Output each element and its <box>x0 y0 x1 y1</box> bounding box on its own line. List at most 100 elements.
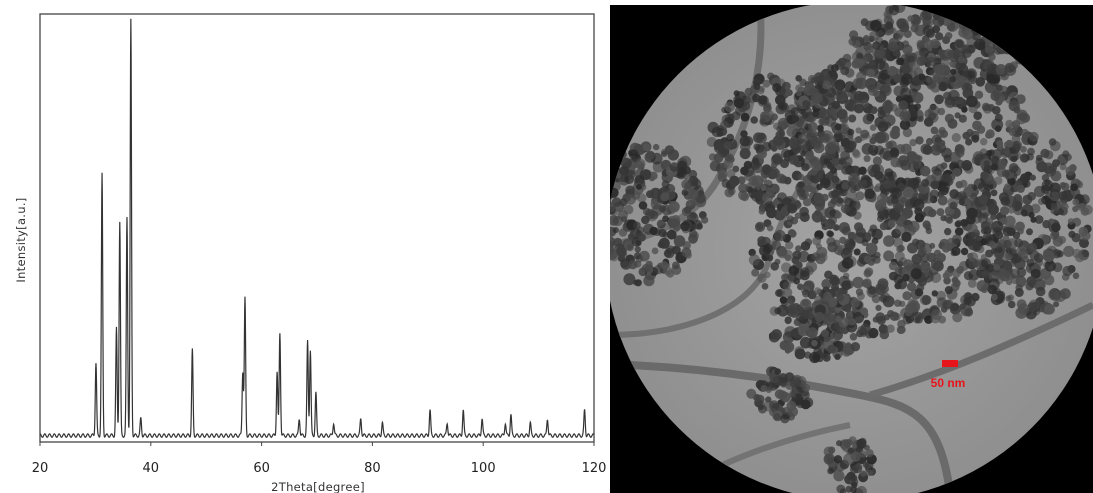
nanoparticle <box>865 449 874 458</box>
nanoparticle <box>1026 276 1037 287</box>
nanoparticle <box>972 259 981 268</box>
nanoparticle <box>1000 206 1010 216</box>
nanoparticle <box>996 140 1004 147</box>
nanoparticle <box>796 90 802 97</box>
nanoparticle <box>827 344 836 354</box>
nanoparticle <box>936 208 945 217</box>
nanoparticle <box>786 400 797 411</box>
nanoparticle <box>1017 303 1030 315</box>
nanoparticle <box>934 94 944 105</box>
nanoparticle <box>784 88 793 97</box>
nanoparticle <box>761 283 769 290</box>
nanoparticle <box>972 151 985 163</box>
nanoparticle <box>804 184 813 193</box>
nanoparticle <box>918 73 926 81</box>
nanoparticle <box>816 173 824 181</box>
nanoparticle <box>980 238 988 246</box>
nanoparticle <box>883 121 892 129</box>
xrd-chart: 20 40 60 80 100 120 Intensity[a.u.] 2Theta[de… <box>14 13 606 493</box>
nanoparticle <box>880 292 891 303</box>
nanoparticle <box>831 157 840 166</box>
nanoparticle <box>857 326 865 334</box>
nanoparticle <box>847 128 855 136</box>
nanoparticle <box>838 275 850 288</box>
nanoparticle <box>787 303 800 315</box>
nanoparticle <box>785 241 794 250</box>
nanoparticle <box>910 268 922 280</box>
nanoparticle <box>951 133 961 143</box>
nanoparticle <box>949 303 961 315</box>
nanoparticle <box>800 298 812 311</box>
nanoparticle <box>980 138 988 146</box>
nanoparticle <box>921 178 930 187</box>
nanoparticle <box>966 95 978 108</box>
nanoparticle <box>724 154 732 162</box>
nanoparticle <box>850 298 860 308</box>
nanoparticle <box>623 204 634 215</box>
nanoparticle <box>925 137 934 146</box>
nanoparticle <box>740 130 748 138</box>
nanoparticle <box>902 274 910 282</box>
nanoparticle <box>860 470 867 477</box>
nanoparticle <box>1005 295 1012 302</box>
nanoparticle <box>1008 247 1018 256</box>
nanoparticle <box>807 327 818 339</box>
nanoparticle <box>841 90 850 99</box>
nanoparticle <box>769 400 780 411</box>
nanoparticle <box>894 203 904 214</box>
nanoparticle <box>746 388 757 399</box>
nanoparticle <box>754 221 766 232</box>
nanoparticle <box>879 222 888 231</box>
nanoparticle <box>851 148 860 157</box>
nanoparticle <box>1028 131 1039 142</box>
nanoparticle <box>688 189 699 200</box>
nanoparticle <box>896 245 904 253</box>
nanoparticle <box>883 314 890 321</box>
nanoparticle <box>801 144 808 151</box>
nanoparticle <box>967 279 977 288</box>
nanoparticle <box>797 173 805 181</box>
nanoparticle <box>875 284 887 296</box>
nanoparticle <box>998 85 1009 97</box>
nanoparticle <box>899 119 911 130</box>
nanoparticle <box>833 470 845 482</box>
nanoparticle <box>849 333 858 341</box>
nanoparticle <box>924 315 933 324</box>
nanoparticle <box>1060 202 1069 211</box>
nanoparticle <box>991 247 998 254</box>
nanoparticle <box>896 18 907 29</box>
nanoparticle <box>978 194 989 205</box>
nanoparticle <box>795 75 802 82</box>
nanoparticle <box>794 212 802 219</box>
nanoparticle <box>776 126 783 132</box>
nanoparticle <box>658 228 667 238</box>
nanoparticle <box>861 179 868 186</box>
x-tick-label: 100 <box>471 461 496 476</box>
nanoparticle <box>867 85 879 97</box>
nanoparticle <box>1072 205 1079 213</box>
nanoparticle <box>879 84 892 97</box>
nanoparticle <box>889 147 899 157</box>
nanoparticle <box>879 329 890 340</box>
nanoparticle <box>828 216 837 225</box>
nanoparticle <box>862 461 870 468</box>
nanoparticle <box>1030 268 1041 279</box>
nanoparticle <box>938 181 950 193</box>
nanoparticle <box>962 29 974 40</box>
nanoparticle <box>868 60 877 70</box>
nanoparticle <box>1067 218 1075 225</box>
nanoparticle <box>971 292 980 302</box>
nanoparticle <box>905 263 915 272</box>
nanoparticle <box>840 66 850 76</box>
nanoparticle <box>765 386 773 394</box>
nanoparticle <box>755 189 764 199</box>
nanoparticle <box>900 196 907 204</box>
nanoparticle <box>1052 159 1060 168</box>
nanoparticle <box>632 221 641 230</box>
nanoparticle <box>898 257 908 266</box>
nanoparticle <box>950 250 957 257</box>
nanoparticle <box>870 20 882 32</box>
nanoparticle <box>869 30 880 41</box>
nanoparticle <box>860 307 868 316</box>
nanoparticle <box>944 227 952 236</box>
